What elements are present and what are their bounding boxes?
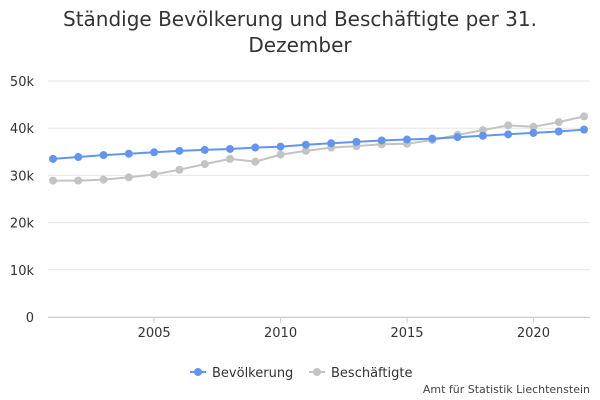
data-point[interactable] [99,151,108,160]
data-point[interactable] [377,136,386,145]
data-point[interactable] [226,144,234,153]
data-point[interactable] [124,149,133,158]
data-point[interactable] [529,122,538,131]
data-point[interactable] [49,154,57,163]
data-point[interactable] [580,112,588,121]
y-tick-label: 20k [10,217,35,232]
data-point[interactable] [175,165,184,174]
data-point[interactable] [150,148,159,157]
legend-label[interactable]: Beschäftigte [331,366,412,381]
data-point[interactable] [301,140,310,149]
data-point[interactable] [403,135,411,144]
data-point[interactable] [200,145,209,154]
y-tick-label: 0 [26,311,34,326]
source-credit[interactable]: Amt für Statistik Liechtenstein [422,383,590,396]
data-point[interactable] [478,126,487,135]
data-point[interactable] [150,170,159,179]
x-tick-label: 2010 [264,326,297,341]
y-tick-label: 40k [10,122,35,137]
series-line [53,115,585,182]
data-point[interactable] [428,134,437,143]
y-tick-label: 50k [10,75,35,90]
gridlines [48,80,590,318]
data-point[interactable] [99,175,108,184]
data-point[interactable] [352,137,361,146]
data-point[interactable] [554,118,563,127]
data-point[interactable] [276,150,285,159]
legend-label[interactable]: Bevölkerung [212,366,293,381]
data-point[interactable] [276,142,285,151]
y-tick-label: 30k [10,169,35,184]
data-point[interactable] [580,125,588,134]
data-point[interactable] [529,128,538,137]
data-point[interactable] [554,127,563,136]
data-point[interactable] [175,146,184,155]
data-point[interactable] [453,133,462,142]
x-tick-label: 2005 [138,326,171,341]
x-tick-label: 2020 [517,326,550,341]
data-point[interactable] [251,143,260,152]
data-point[interactable] [226,154,234,163]
data-point[interactable] [327,139,336,148]
data-point[interactable] [124,173,133,182]
axes: 0 10k 20k 30k 40k 50k 2005 2010 2015 2020 [10,75,590,341]
data-point[interactable] [74,152,83,161]
data-point[interactable] [200,160,209,169]
data-point[interactable] [504,121,513,130]
chart-title: Ständige Bevölkerung und Beschäftigte pe… [63,7,537,57]
data-point[interactable] [301,146,310,155]
data-point[interactable] [478,131,487,140]
data-point[interactable] [504,130,513,139]
series-lines [49,112,588,185]
legend-swatch-marker[interactable] [313,368,321,376]
x-tick-label: 2015 [390,326,423,341]
legend-swatch-marker[interactable] [194,368,202,376]
data-point[interactable] [74,176,83,185]
data-point[interactable] [251,157,260,166]
y-tick-label: 10k [10,264,35,279]
legend[interactable]: Bevölkerung Beschäftigte [190,366,412,381]
data-point[interactable] [49,176,57,185]
series-line [52,128,585,160]
